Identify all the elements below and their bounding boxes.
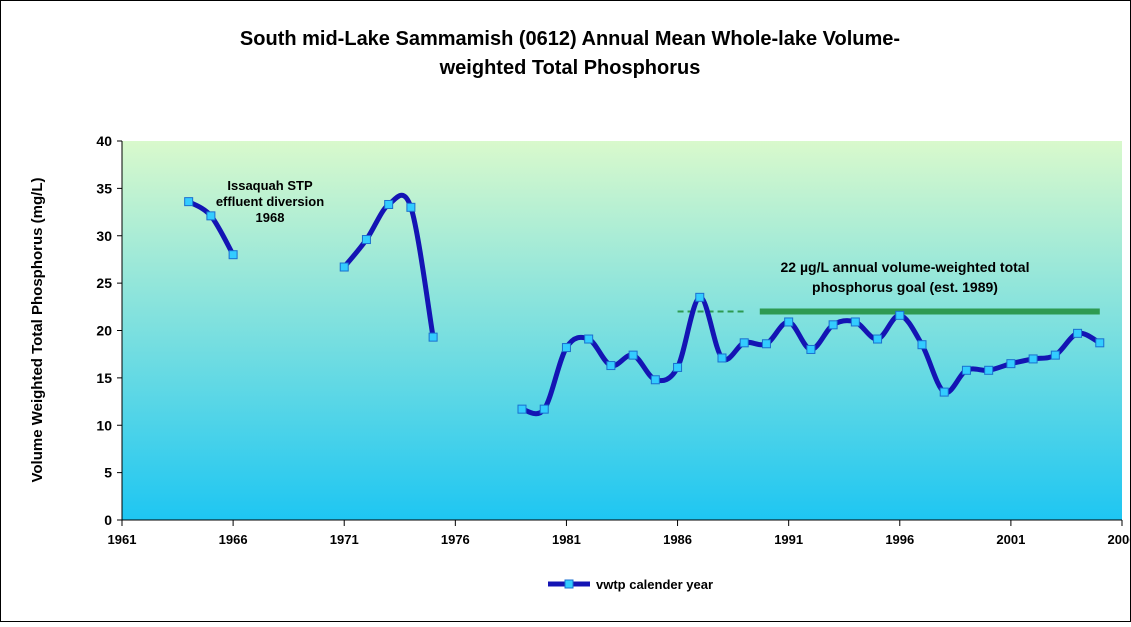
legend-marker: [564, 579, 574, 589]
annotation: Issaquah STP: [227, 178, 313, 193]
point-marker: [761, 339, 771, 349]
point-marker: [584, 334, 594, 344]
y-tick-label: 35: [96, 180, 112, 196]
x-tick-label: 1966: [219, 532, 248, 547]
plot-area: [122, 141, 1122, 520]
point-marker: [850, 317, 860, 327]
point-marker: [984, 365, 994, 375]
point-marker: [673, 362, 683, 372]
point-marker: [650, 375, 660, 385]
point-marker: [1028, 354, 1038, 364]
y-tick-label: 25: [96, 275, 112, 291]
point-marker: [917, 340, 927, 350]
y-tick-label: 5: [104, 465, 112, 481]
y-tick-label: 30: [96, 228, 112, 244]
point-marker: [717, 353, 727, 363]
annotation: effluent diversion: [216, 194, 324, 209]
y-tick-label: 10: [96, 417, 112, 433]
x-tick-label: 1991: [774, 532, 803, 547]
point-marker: [606, 361, 616, 371]
point-marker: [628, 350, 638, 360]
x-tick-label: 1961: [108, 532, 137, 547]
point-marker: [517, 404, 527, 414]
point-marker: [384, 199, 394, 209]
x-tick-label: 1976: [441, 532, 470, 547]
y-tick-label: 40: [96, 133, 112, 149]
y-tick-label: 0: [104, 512, 112, 528]
point-marker: [206, 211, 216, 221]
x-tick-label: 1981: [552, 532, 581, 547]
goal-label: 22 µg/L annual volume-weighted total: [781, 259, 1030, 275]
x-tick-label: 1971: [330, 532, 359, 547]
chart-title: South mid-Lake Sammamish (0612) Annual M…: [240, 28, 900, 50]
point-marker: [895, 310, 905, 320]
point-marker: [873, 334, 883, 344]
point-marker: [739, 338, 749, 348]
point-marker: [1006, 359, 1016, 369]
goal-label: phosphorus goal (est. 1989): [812, 279, 998, 295]
point-marker: [1073, 328, 1083, 338]
point-marker: [539, 404, 549, 414]
point-marker: [1050, 350, 1060, 360]
point-marker: [695, 292, 705, 302]
point-marker: [428, 332, 438, 342]
x-tick-label: 1996: [885, 532, 914, 547]
point-marker: [828, 320, 838, 330]
point-marker: [361, 235, 371, 245]
x-tick-label: 1986: [663, 532, 692, 547]
point-marker: [806, 344, 816, 354]
y-axis-label: Volume Weighted Total Phosphorus (mg/L): [29, 178, 46, 483]
point-marker: [939, 387, 949, 397]
point-marker: [784, 317, 794, 327]
point-marker: [339, 262, 349, 272]
annotation: 1968: [256, 210, 285, 225]
chart-title: weighted Total Phosphorus: [439, 57, 701, 79]
legend-label: vwtp calender year: [596, 577, 713, 592]
point-marker: [961, 365, 971, 375]
y-tick-label: 20: [96, 323, 112, 339]
y-tick-label: 15: [96, 370, 112, 386]
point-marker: [184, 197, 194, 207]
point-marker: [228, 250, 238, 260]
point-marker: [1095, 338, 1105, 348]
x-tick-label: 2006: [1108, 532, 1131, 547]
x-tick-label: 2001: [996, 532, 1025, 547]
point-marker: [561, 343, 571, 353]
point-marker: [406, 202, 416, 212]
